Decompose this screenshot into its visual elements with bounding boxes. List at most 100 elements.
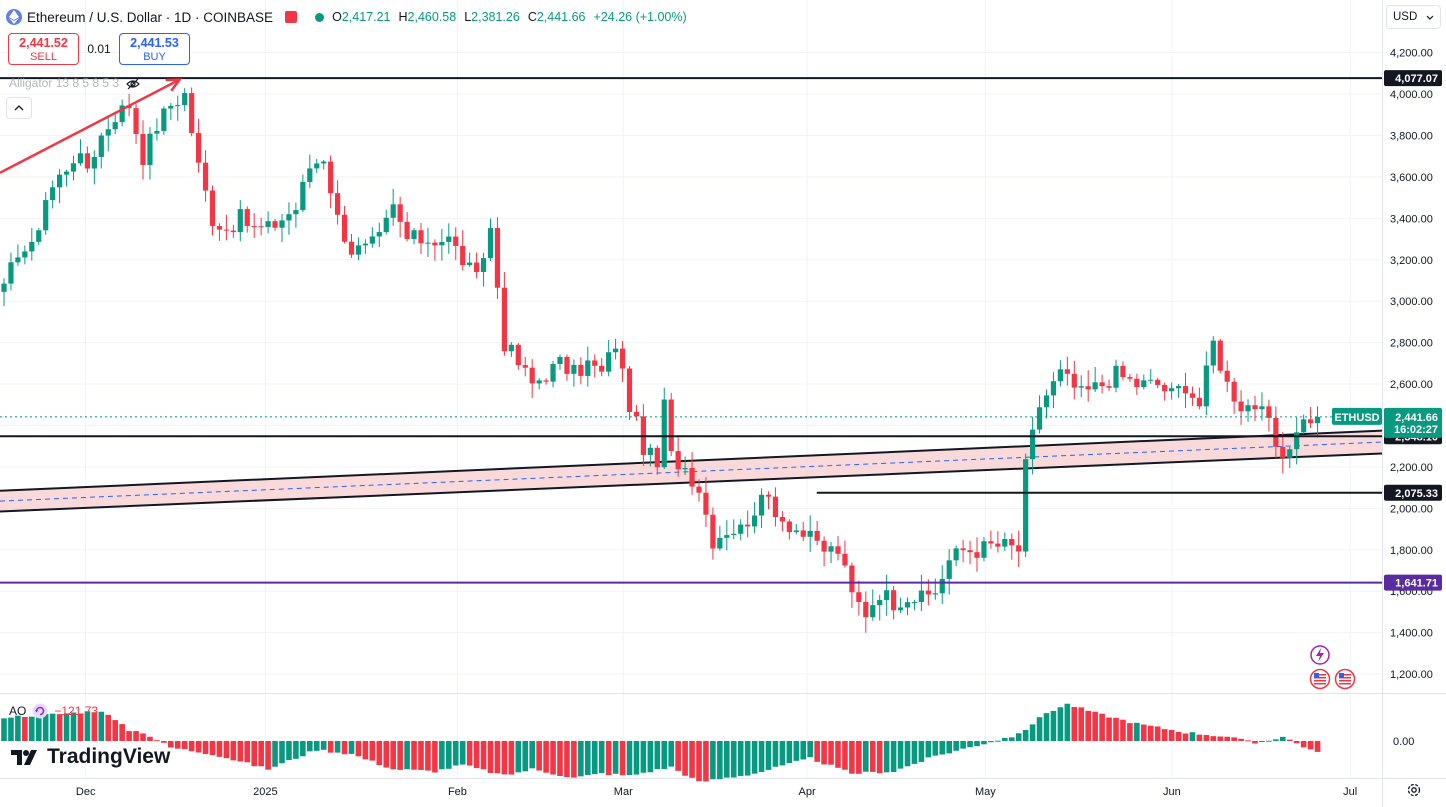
ao-bar: [174, 741, 181, 749]
candle-body: [1252, 405, 1258, 410]
collapse-legend-button[interactable]: [6, 97, 32, 119]
ao-bar: [1273, 739, 1279, 741]
horizontal-levels[interactable]: [0, 77, 1382, 584]
ao-bar: [140, 733, 146, 741]
symbol-tag-label: ETHUSD: [1334, 412, 1379, 424]
time-tick-label: Apr: [799, 786, 816, 798]
candle-body: [196, 133, 202, 163]
ao-bar: [105, 714, 112, 741]
candle-body: [557, 356, 563, 365]
candle-body: [57, 174, 63, 188]
candle-body: [467, 262, 473, 266]
candle-body: [70, 163, 77, 172]
candle-body: [1280, 446, 1286, 458]
ao-bar: [1286, 739, 1293, 741]
ao-bar: [216, 741, 223, 757]
refresh-icon[interactable]: [32, 703, 48, 719]
buy-button[interactable]: 2,441.53 BUY: [119, 33, 190, 65]
trend-arrow[interactable]: [0, 78, 183, 174]
candle-body: [487, 228, 494, 259]
us-flag-icon[interactable]: [1309, 668, 1331, 690]
alligator-legend[interactable]: Alligator 13 8 5 8 5 3: [9, 76, 141, 90]
ao-bar: [807, 741, 813, 758]
ao-bar: [272, 741, 278, 767]
channel-top-line[interactable]: [0, 429, 1383, 492]
ao-bar: [640, 741, 647, 773]
ao-bar: [223, 741, 230, 759]
candle-body: [633, 411, 640, 417]
ao-bar: [8, 717, 14, 741]
ao-bar: [918, 741, 925, 762]
candle-body: [599, 365, 605, 372]
time-tick-label: Feb: [448, 786, 467, 798]
tradingview-logo[interactable]: TradingView: [11, 745, 170, 769]
candle-body: [202, 162, 209, 191]
ao-bar: [953, 741, 959, 751]
trend-arrow-line[interactable]: [0, 78, 181, 174]
candle-body: [154, 130, 160, 134]
chevron-up-icon: [14, 105, 24, 111]
symbol-title[interactable]: Ethereum / U.S. Dollar · 1D · COINBASE: [27, 9, 274, 25]
ao-bar: [1071, 707, 1078, 741]
us-flag-icon[interactable]: [1334, 668, 1356, 690]
sell-label: SELL: [30, 51, 57, 63]
ao-bar: [960, 741, 966, 749]
candle-body: [1245, 405, 1251, 412]
candle-body: [1155, 379, 1161, 385]
ao-bar: [1134, 722, 1140, 741]
price-tick-label: 4,200.00: [1390, 48, 1433, 60]
candle-body: [717, 537, 723, 549]
candle-body: [863, 601, 869, 618]
candle-body: [828, 546, 834, 552]
ao-bar: [35, 714, 42, 741]
ao-bar: [1127, 723, 1133, 741]
ao-bar: [112, 720, 118, 741]
ao-bar: [765, 741, 772, 770]
time-axis[interactable]: Dec 2025 Feb Mar Apr May Jun Jul: [76, 786, 1357, 798]
candle-body: [877, 600, 883, 606]
candle-body: [460, 245, 466, 266]
price-axis[interactable]: 1,200.001,400.001,600.001,800.002,000.00…: [1390, 48, 1433, 748]
low-value: 2,381.26: [471, 10, 520, 24]
candle-body: [8, 262, 14, 284]
ao-bar: [286, 741, 292, 760]
currency-select[interactable]: USD: [1386, 5, 1441, 29]
ao-bar: [1280, 736, 1286, 741]
candle-body: [147, 133, 153, 165]
event-icons[interactable]: [1309, 645, 1356, 690]
flag-icon[interactable]: [285, 11, 298, 23]
ao-bar: [1161, 729, 1168, 741]
ao-bar: [1189, 732, 1196, 741]
ao-bar: [925, 741, 932, 758]
ao-bar: [675, 741, 681, 771]
ao-bar: [1099, 713, 1105, 741]
close-value: 2,441.66: [536, 10, 586, 24]
ao-bar: [585, 741, 591, 776]
ao-bar: [835, 741, 841, 768]
candle-body: [91, 156, 97, 169]
ao-name: AO: [9, 704, 27, 718]
candle-body: [1120, 365, 1126, 378]
ao-bar: [1147, 725, 1154, 741]
candle-body: [376, 232, 382, 237]
ao-legend[interactable]: AO −121.73: [9, 703, 98, 719]
settings-button[interactable]: [1406, 782, 1422, 803]
ao-bar: [1231, 737, 1237, 741]
candle-body: [626, 368, 633, 412]
candle-body: [307, 168, 313, 182]
eye-hidden-icon[interactable]: [126, 78, 141, 90]
candle-body: [619, 348, 626, 369]
ao-bar: [1141, 724, 1147, 741]
ao-bar: [376, 741, 383, 766]
ao-bar: [800, 741, 807, 760]
ao-bar: [334, 741, 341, 753]
ao-bar: [710, 741, 716, 780]
ao-bar: [730, 741, 737, 778]
sell-button[interactable]: 2,441.52 SELL: [8, 33, 79, 65]
candle-body: [369, 236, 375, 244]
candle-body: [508, 344, 514, 352]
ao-bar: [529, 741, 535, 769]
candle-body: [772, 496, 779, 518]
candle-body: [960, 548, 966, 551]
